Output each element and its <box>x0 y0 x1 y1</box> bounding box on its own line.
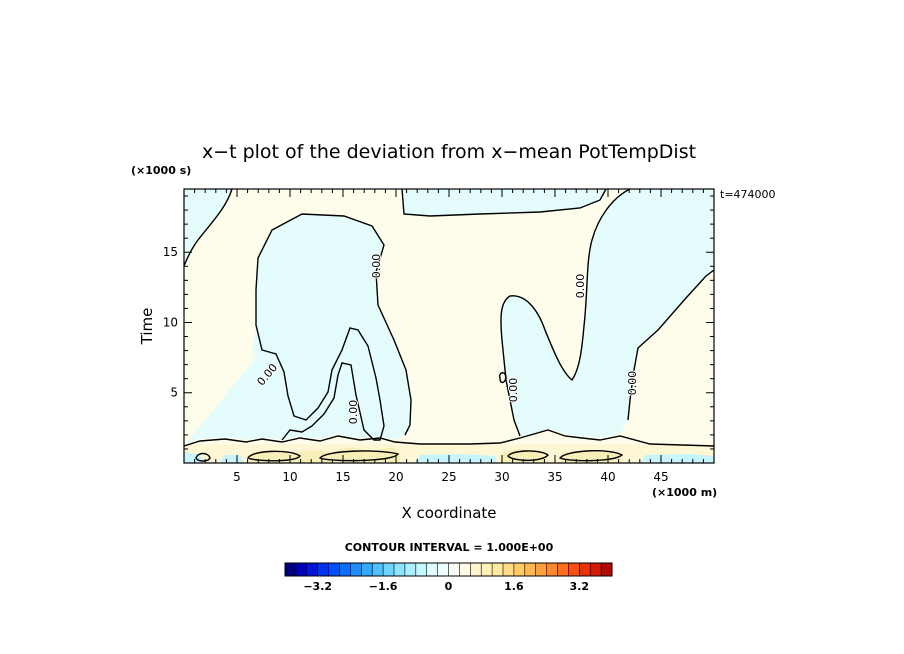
contour-surface <box>184 429 714 447</box>
colorbar-frame <box>284 562 613 577</box>
colorbar-tick-label: 3.2 <box>570 580 590 593</box>
contour-label: 0.00 <box>347 400 360 425</box>
colorbar-swatch <box>350 563 362 576</box>
colorbar-swatch <box>317 563 329 576</box>
contour-interval-text: CONTOUR INTERVAL = 1.000E+00 <box>345 541 554 554</box>
time-stamp: t=474000 <box>720 188 776 201</box>
colorbar-swatch <box>535 563 547 576</box>
x-tick-label: 30 <box>494 470 509 484</box>
colorbar-swatch <box>372 563 384 576</box>
colorbar-swatch <box>404 563 417 576</box>
colorbar-swatch <box>557 563 569 576</box>
y-axis-label: Time <box>138 308 156 346</box>
contour-right-edge <box>627 269 714 421</box>
colorbar-swatch <box>437 563 449 576</box>
x-tick-label: 25 <box>441 470 456 484</box>
colorbar-swatch <box>426 563 438 576</box>
colorbar-tick-label: −3.2 <box>303 580 332 593</box>
contour-label: 0.00 <box>370 254 383 279</box>
colorbar-swatch <box>394 563 406 576</box>
colorbar-swatch <box>590 563 602 576</box>
colorbar-swatch <box>328 563 340 576</box>
x-tick-label: 40 <box>600 470 615 484</box>
colorbar-swatch <box>306 563 318 576</box>
colorbar-swatch <box>339 563 351 576</box>
contour-label: 0.00 <box>574 274 587 299</box>
colorbar-swatch <box>361 563 373 576</box>
y-tick-labels: 5 10 15 <box>163 245 178 400</box>
contour-label: 0.00 <box>626 371 639 396</box>
colorbar-swatch <box>295 563 308 576</box>
x-tick-label: 35 <box>547 470 562 484</box>
x-tick-labels: 5 10 15 20 25 30 35 40 45 <box>233 470 668 484</box>
colorbar-labels: −3.2 −1.6 0 1.6 3.2 <box>303 580 589 593</box>
zero-contours <box>184 189 714 462</box>
x-tick-label: 20 <box>388 470 403 484</box>
colorbar-swatch <box>513 563 526 576</box>
plot-area <box>184 189 714 463</box>
colorbar-tick-label: 1.6 <box>504 580 524 593</box>
x-tick-label: 15 <box>335 470 350 484</box>
contour-right-plume <box>401 189 631 437</box>
colorbar-tick-label: −1.6 <box>369 580 398 593</box>
colorbar-swatch <box>579 563 591 576</box>
y-tick-label: 10 <box>163 315 178 329</box>
colorbar-swatch <box>524 563 536 576</box>
colorbar-tick-label: 0 <box>445 580 453 593</box>
contour-surface-bubbles <box>195 372 624 462</box>
colorbar-swatch <box>568 563 580 576</box>
colorbar-swatch <box>383 563 395 576</box>
y-tick-label: 5 <box>170 386 178 400</box>
colorbar <box>284 562 613 577</box>
colorbar-swatch <box>470 563 482 576</box>
colorbar-swatch <box>481 563 493 576</box>
x-tick-label: 10 <box>282 470 297 484</box>
contour-upper-left <box>184 189 233 267</box>
y-tick-label: 15 <box>163 245 178 259</box>
x-axis-label: X coordinate <box>401 504 496 522</box>
colorbar-swatch <box>492 563 504 576</box>
contour-label: 0.00 <box>507 378 520 403</box>
colorbar-swatch <box>459 563 471 576</box>
colorbar-swatch <box>448 563 460 576</box>
chart-title: x−t plot of the deviation from x−mean Po… <box>202 141 696 163</box>
negative-region-top-strip <box>402 189 714 438</box>
colorbar-swatch <box>415 563 427 576</box>
x-tick-label: 5 <box>233 470 241 484</box>
axis-ticks <box>184 189 714 463</box>
x-tick-label: 45 <box>653 470 668 484</box>
colorbar-swatch <box>285 563 297 576</box>
contour-left-plume <box>255 213 412 441</box>
colorbar-swatch <box>546 563 558 576</box>
y-unit-label: (×1000 s) <box>131 164 191 177</box>
colorbar-swatch <box>601 563 613 576</box>
x-unit-label: (×1000 m) <box>652 486 717 499</box>
colorbar-swatch <box>503 563 515 576</box>
